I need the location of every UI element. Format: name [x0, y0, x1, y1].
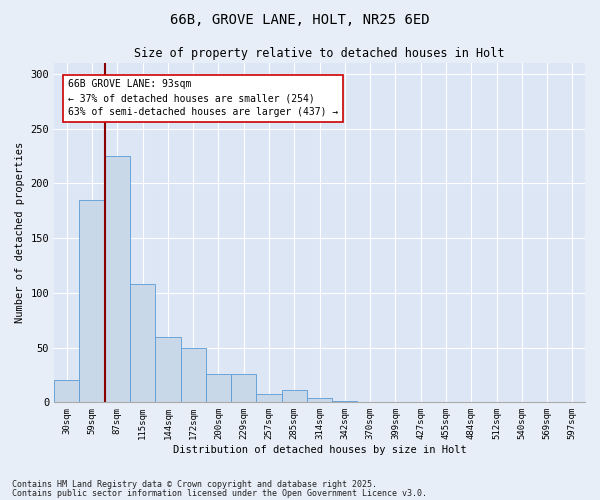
Text: Contains HM Land Registry data © Crown copyright and database right 2025.: Contains HM Land Registry data © Crown c… — [12, 480, 377, 489]
X-axis label: Distribution of detached houses by size in Holt: Distribution of detached houses by size … — [173, 445, 466, 455]
Bar — [231, 374, 256, 402]
Bar — [332, 401, 358, 402]
Bar — [307, 398, 332, 402]
Bar — [281, 390, 307, 402]
Text: Contains public sector information licensed under the Open Government Licence v3: Contains public sector information licen… — [12, 489, 427, 498]
Bar — [130, 284, 155, 403]
Text: 66B GROVE LANE: 93sqm
← 37% of detached houses are smaller (254)
63% of semi-det: 66B GROVE LANE: 93sqm ← 37% of detached … — [68, 80, 338, 118]
Bar — [206, 374, 231, 402]
Bar — [155, 336, 181, 402]
Bar — [181, 348, 206, 403]
Bar — [256, 394, 281, 402]
Bar — [54, 380, 79, 402]
Title: Size of property relative to detached houses in Holt: Size of property relative to detached ho… — [134, 48, 505, 60]
Bar — [79, 200, 105, 402]
Bar — [105, 156, 130, 402]
Y-axis label: Number of detached properties: Number of detached properties — [15, 142, 25, 324]
Text: 66B, GROVE LANE, HOLT, NR25 6ED: 66B, GROVE LANE, HOLT, NR25 6ED — [170, 12, 430, 26]
